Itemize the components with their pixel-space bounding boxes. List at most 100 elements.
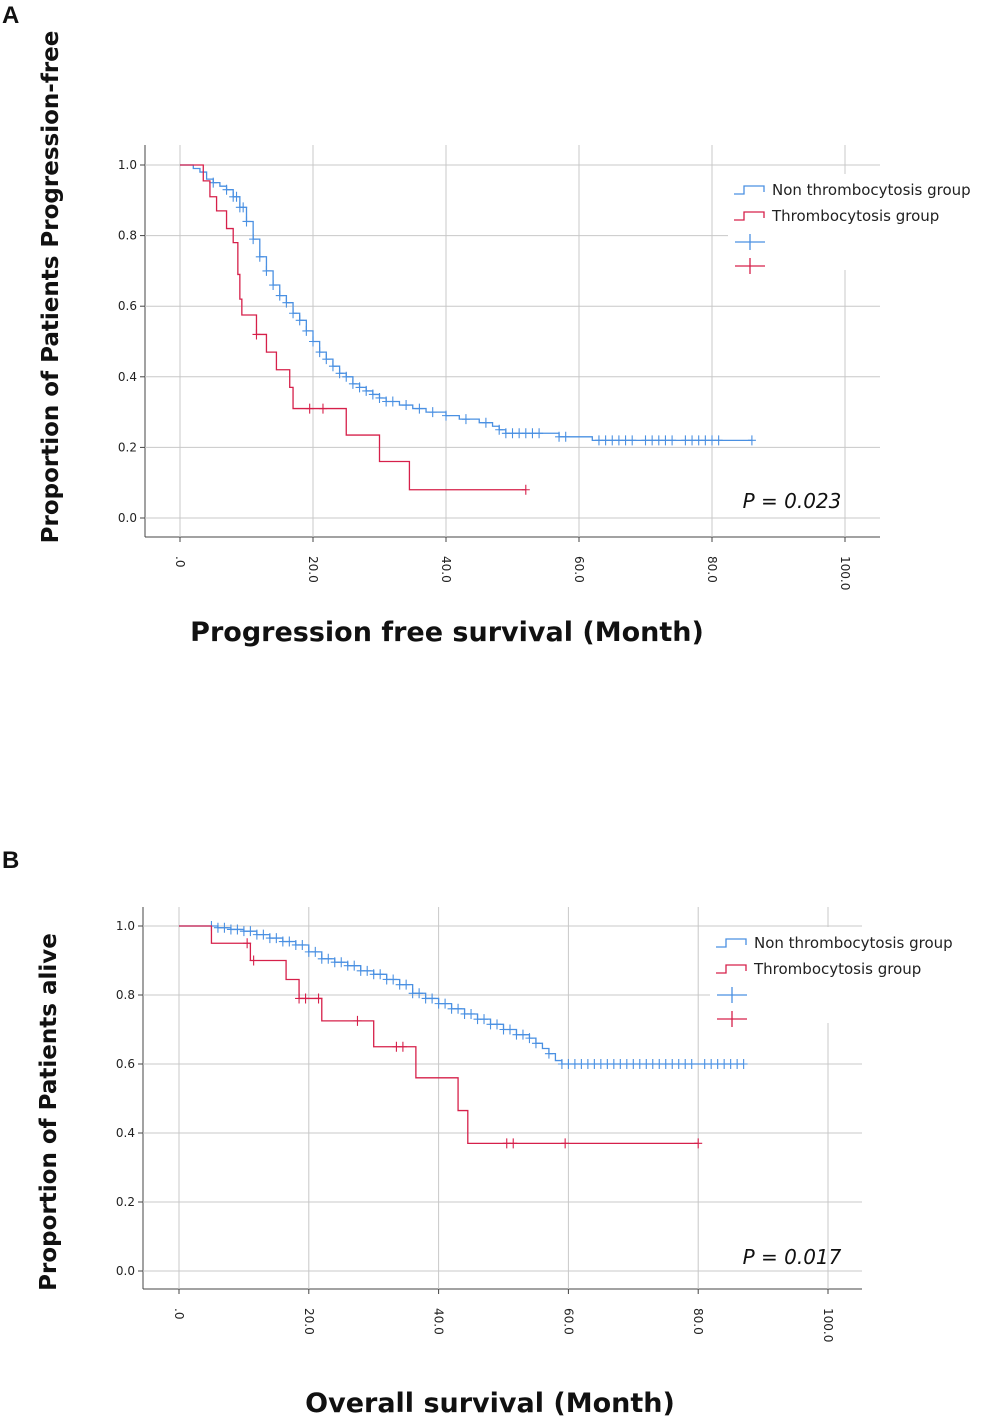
legend-label: Non thrombocytosis group xyxy=(772,181,971,199)
legend-background xyxy=(710,927,960,1023)
censor-mark xyxy=(298,939,307,950)
censor-mark xyxy=(255,251,264,262)
censor-mark xyxy=(318,403,327,414)
y-tick-label: 0.8 xyxy=(118,229,137,243)
x-tick-label: 100.0 xyxy=(821,1308,835,1342)
censor-mark xyxy=(311,946,320,957)
y-axis-label: Proportion of Patients Progression-free xyxy=(38,31,64,544)
x-tick-label: 80.0 xyxy=(691,1308,705,1335)
censor-mark xyxy=(324,953,333,964)
censor-mark xyxy=(505,1024,514,1035)
censor-mark xyxy=(518,1029,527,1040)
legend: Non thrombocytosis group Thrombocytosis g… xyxy=(734,181,971,274)
censor-mark xyxy=(242,216,251,227)
censor-mark xyxy=(747,435,756,446)
x-tick-label: 40.0 xyxy=(432,1308,446,1335)
censor-mark xyxy=(335,368,344,379)
censor-mark xyxy=(461,414,470,425)
censor-mark xyxy=(243,938,252,949)
censor-mark xyxy=(362,385,371,396)
legend-line-swatch xyxy=(716,964,747,974)
censor-mark xyxy=(315,347,324,358)
censor-mark xyxy=(220,922,229,933)
censor-mark xyxy=(376,969,385,980)
survival-curve xyxy=(179,925,699,1144)
survival-curve xyxy=(180,164,752,441)
legend-censor-swatch xyxy=(735,258,765,274)
censor-mark xyxy=(441,998,450,1009)
censor-mark xyxy=(249,955,258,966)
censor-mark xyxy=(232,191,241,202)
censor-mark xyxy=(272,933,281,944)
series-non-thrombocytosis xyxy=(179,921,748,1069)
censor-mark xyxy=(739,1059,748,1069)
censor-mark xyxy=(282,297,291,308)
y-tick-label: 0.6 xyxy=(116,1057,135,1071)
legend-censor-swatch xyxy=(735,234,765,250)
censor-mark xyxy=(531,1038,540,1049)
censor-mark xyxy=(368,389,377,400)
x-tick-label: .0 xyxy=(173,556,187,567)
y-axis-label: Proportion of Patients alive xyxy=(36,933,62,1291)
censor-mark xyxy=(259,929,268,940)
legend-censor-swatch xyxy=(717,1011,747,1027)
legend-label: Non thrombocytosis group xyxy=(754,934,953,952)
censor-mark xyxy=(481,417,490,428)
x-tick-label: 80.0 xyxy=(705,556,719,583)
censor-mark xyxy=(249,234,258,245)
legend-line-swatch xyxy=(734,185,765,195)
censor-mark xyxy=(328,361,337,372)
censor-mark xyxy=(269,280,278,291)
censor-mark xyxy=(295,315,304,326)
censor-mark xyxy=(309,336,317,347)
censor-mark xyxy=(322,354,331,365)
y-tick-label: 0.8 xyxy=(116,988,135,1002)
censor-mark xyxy=(246,926,255,937)
censor-mark xyxy=(668,435,677,446)
censor-mark xyxy=(314,993,323,1004)
censor-mark xyxy=(285,936,294,947)
y-tick-label: 0.0 xyxy=(116,1264,135,1278)
censor-mark xyxy=(402,979,411,990)
survival-curve xyxy=(180,164,526,491)
x-tick-label: 20.0 xyxy=(302,1308,316,1335)
y-tick-label: 1.0 xyxy=(116,919,135,933)
y-tick-label: 0.2 xyxy=(116,1195,135,1209)
y-tick-label: 0.2 xyxy=(118,440,137,454)
censor-mark xyxy=(301,993,310,1004)
censor-mark xyxy=(493,1019,502,1030)
censor-mark xyxy=(353,1015,362,1026)
x-tick-label: 40.0 xyxy=(439,556,453,583)
x-axis-label: Progression free survival (Month) xyxy=(190,617,704,648)
censor-mark xyxy=(209,177,218,188)
censor-mark xyxy=(521,484,530,495)
legend-background xyxy=(728,174,978,270)
censor-mark xyxy=(687,1059,696,1069)
censor-mark xyxy=(389,974,398,985)
censor-mark xyxy=(561,431,570,442)
censor-mark xyxy=(275,290,284,301)
censor-mark xyxy=(628,435,637,446)
censor-mark xyxy=(252,329,261,340)
censor-mark xyxy=(509,1138,518,1149)
censor-mark xyxy=(233,924,242,935)
censor-mark xyxy=(525,1033,534,1044)
censor-mark xyxy=(350,960,359,971)
censor-mark xyxy=(388,396,397,407)
censor-mark xyxy=(544,1048,553,1059)
y-tick-label: 0.0 xyxy=(118,511,137,525)
censor-mark xyxy=(305,403,314,414)
censor-mark xyxy=(415,988,424,999)
legend-censor-swatch xyxy=(717,987,747,1003)
censor-mark xyxy=(714,435,723,446)
p-value-annotation: P = 0.017 xyxy=(743,1245,842,1269)
legend: Non thrombocytosis group Thrombocytosis g… xyxy=(716,934,953,1027)
censor-mark xyxy=(302,325,311,336)
censor-mark xyxy=(348,378,357,389)
censor-mark xyxy=(428,993,437,1004)
censor-mark xyxy=(402,400,411,411)
series-thrombocytosis xyxy=(179,925,703,1149)
legend-label: Thrombocytosis group xyxy=(753,960,921,978)
censor-mark xyxy=(375,392,384,403)
censor-mark xyxy=(454,1003,463,1014)
